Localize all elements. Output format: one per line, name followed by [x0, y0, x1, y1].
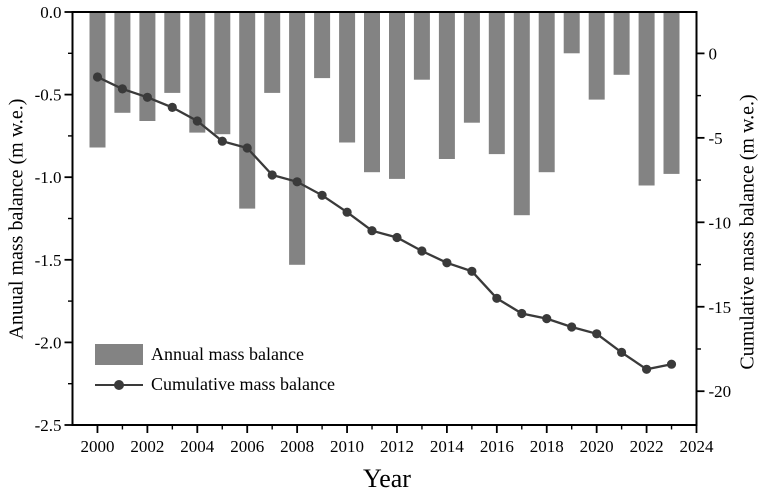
x-tick-label-2020: 2020: [580, 437, 614, 456]
left-tick-label--1.0: -1.0: [35, 168, 62, 187]
annual-bars-group: [89, 12, 680, 265]
annual-bar-2006: [239, 12, 256, 209]
cumulative-point-2002: [142, 92, 152, 102]
annual-bar-2019: [563, 12, 580, 54]
x-tick-label-2022: 2022: [630, 437, 664, 456]
cumulative-point-2007: [267, 170, 277, 180]
x-tick-label-2006: 2006: [230, 437, 264, 456]
cumulative-point-2000: [92, 72, 103, 82]
legend-item-cumulative: Cumulative mass balance: [95, 374, 335, 395]
cumulative-point-2012: [392, 232, 402, 243]
annual-bar-2017: [513, 12, 530, 216]
left-tick-label--2.0: -2.0: [35, 333, 62, 352]
annual-bar-2015: [463, 12, 480, 123]
annual-bar-2020: [588, 12, 605, 100]
right-tick-label--5: -5: [709, 129, 723, 148]
annual-bar-2004: [189, 12, 206, 133]
x-tick-label-2018: 2018: [530, 437, 564, 456]
annual-bar-2009: [314, 12, 331, 79]
left-tick-label-0.0: 0.0: [40, 3, 61, 22]
cumulative-point-2006: [242, 143, 252, 153]
x-axis-title: Year: [363, 464, 411, 493]
cumulative-line-marker-icon: [95, 376, 143, 394]
annual-bar-2005: [214, 12, 231, 135]
annual-legend-label: Annual mass balance: [151, 344, 304, 364]
annual-bar-2003: [164, 12, 181, 93]
annual-bar-2008: [289, 12, 306, 265]
x-tick-label-2004: 2004: [180, 437, 215, 456]
cumulative-point-2011: [367, 226, 377, 236]
annual-bar-2011: [364, 12, 380, 173]
cumulative-point-2009: [317, 190, 327, 200]
right-tick-label-0: 0: [709, 44, 718, 63]
annual-bar-2013: [413, 12, 430, 80]
cumulative-point-2010: [342, 207, 352, 217]
cumulative-line: [97, 75, 672, 371]
right-tick-label--10: -10: [709, 213, 732, 232]
annual-bar-2021: [613, 12, 630, 75]
cumulative-point-2020: [592, 329, 602, 339]
right-axis-title: Cumulative mass balance (m w.e.): [736, 94, 759, 370]
cumulative-point-2001: [117, 84, 127, 94]
cumulative-line-group: [92, 72, 677, 374]
cumulative-point-2019: [567, 322, 577, 332]
cumulative-point-2005: [217, 136, 227, 146]
x-tick-label-2000: 2000: [80, 437, 114, 456]
annual-bar-2007: [264, 12, 281, 93]
annual-bar-2023: [663, 12, 680, 174]
legend-item-annual: Annual mass balance: [95, 344, 335, 365]
cumulative-legend-label: Cumulative mass balance: [151, 374, 335, 394]
annual-bar-2002: [139, 12, 156, 121]
annual-bar-2001: [114, 12, 131, 113]
x-tick-label-2012: 2012: [380, 437, 414, 456]
x-tick-label-2014: 2014: [430, 437, 465, 456]
cumulative-point-2003: [167, 102, 177, 112]
x-tick-label-2002: 2002: [130, 437, 164, 456]
x-tick-label-2008: 2008: [280, 437, 314, 456]
right-tick-label--20: -20: [709, 382, 732, 401]
cumulative-point-2022: [642, 364, 652, 374]
cumulative-point-2013: [417, 246, 427, 256]
cumulative-point-2021: [617, 347, 627, 357]
cumulative-point-2004: [192, 116, 202, 126]
left-axis-title: Anuual mass balance (m w.e.): [5, 98, 28, 340]
left-tick-label--0.5: -0.5: [35, 86, 62, 105]
right-tick-label--15: -15: [709, 298, 732, 317]
annual-bar-2014: [438, 12, 455, 159]
x-tick-label-2016: 2016: [480, 437, 514, 456]
annual-bar-swatch-icon: [95, 344, 143, 365]
annual-bar-2018: [538, 12, 555, 173]
left-tick-label--2.5: -2.5: [35, 416, 62, 435]
annual-bar-2022: [638, 12, 655, 186]
cumulative-point-2016: [492, 293, 502, 303]
x-tick-label-2024: 2024: [680, 437, 715, 456]
cumulative-point-2018: [542, 314, 552, 324]
cumulative-point-2008: [292, 177, 302, 187]
ticks-group: 2000 2002 2004 2006 2008 2010 2012 2014 2016 2018…: [35, 3, 732, 456]
cumulative-point-2015: [467, 266, 477, 276]
left-tick-label--1.5: -1.5: [35, 251, 62, 270]
annual-bar-2010: [339, 12, 356, 143]
cumulative-point-2023: [666, 359, 677, 369]
cumulative-point-2014: [442, 258, 452, 268]
x-tick-label-2010: 2010: [330, 437, 364, 456]
legend: Annual mass balance Cumulative mass bala…: [95, 344, 335, 404]
annual-bar-2016: [488, 12, 505, 155]
cumulative-point-2017: [517, 308, 527, 319]
annual-bar-2012: [389, 12, 405, 179]
